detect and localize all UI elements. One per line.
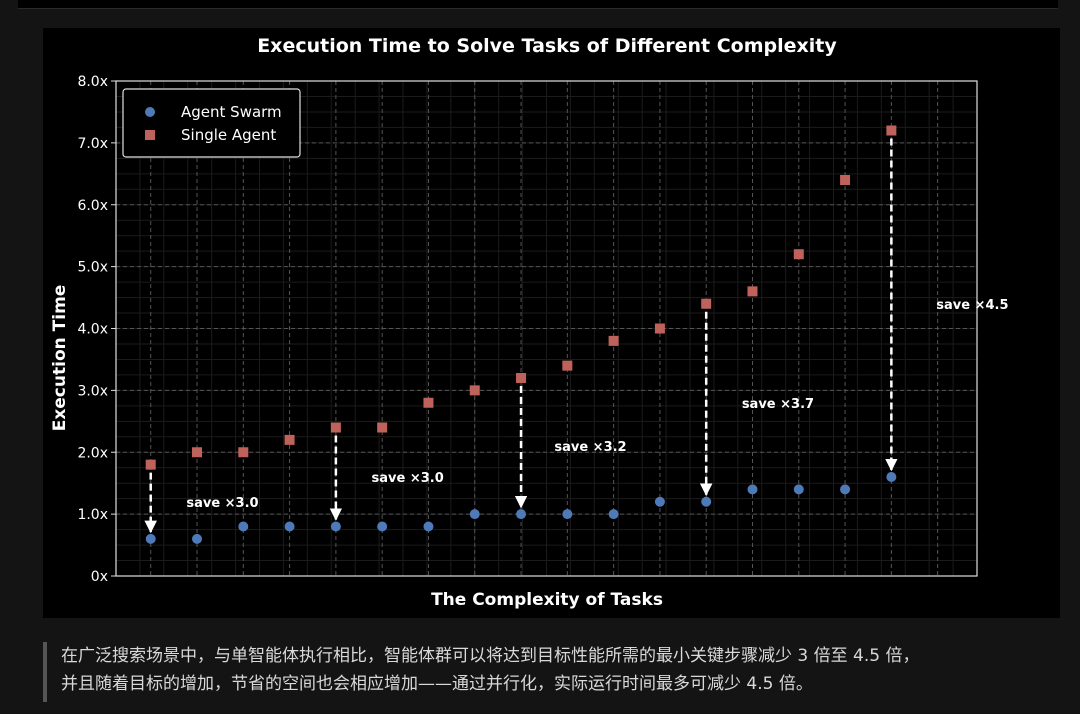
agent-swarm-point bbox=[423, 521, 434, 532]
caption-line-1: 在广泛搜索场景中，与单智能体执行相比，智能体群可以将达到目标性能所需的最小关键步… bbox=[61, 646, 920, 666]
caption-block: 在广泛搜索场景中，与单智能体执行相比，智能体群可以将达到目标性能所需的最小关键步… bbox=[43, 642, 1053, 702]
single-agent-point bbox=[747, 286, 758, 297]
agent-swarm-point bbox=[238, 521, 249, 532]
agent-swarm-point bbox=[469, 509, 480, 520]
agent-swarm-point bbox=[608, 509, 619, 520]
top-frame-bar bbox=[18, 0, 1058, 9]
single-agent-point bbox=[562, 360, 573, 371]
agent-swarm-point bbox=[886, 472, 897, 482]
single-agent-point bbox=[423, 397, 434, 408]
legend-square-marker bbox=[145, 130, 155, 140]
y-tick-label: 5.0x bbox=[77, 260, 108, 276]
legend-box bbox=[122, 88, 301, 158]
agent-swarm-point bbox=[701, 496, 712, 507]
y-tick-label: 3.0x bbox=[77, 383, 108, 399]
single-agent-point bbox=[192, 447, 203, 458]
save-annotation-label: save ×3.2 bbox=[554, 440, 626, 455]
agent-swarm-point bbox=[192, 533, 203, 544]
agent-swarm-point bbox=[840, 484, 851, 495]
agent-swarm-point bbox=[377, 521, 388, 532]
chart-title: Execution Time to Solve Tasks of Differe… bbox=[257, 35, 837, 57]
save-annotation-label: save ×3.7 bbox=[742, 397, 814, 412]
y-tick-label: 4.0x bbox=[77, 322, 108, 338]
y-tick-label: 1.0x bbox=[77, 507, 108, 523]
single-agent-point bbox=[377, 422, 388, 433]
agent-swarm-point bbox=[654, 496, 665, 507]
agent-swarm-point bbox=[793, 484, 804, 495]
single-agent-point bbox=[701, 298, 712, 309]
agent-swarm-point bbox=[330, 521, 341, 532]
y-tick-label: 6.0x bbox=[77, 198, 108, 214]
single-agent-point bbox=[793, 249, 804, 260]
plot-area: 0x 1.0x 2.0x 3.0x 4.0x 5.0x 6.0x 7.0x 8.0x save ×… bbox=[77, 74, 1008, 585]
y-tick-label: 8.0x bbox=[77, 74, 108, 90]
y-tick-label: 7.0x bbox=[77, 136, 108, 152]
single-agent-point bbox=[238, 447, 249, 458]
single-agent-point bbox=[330, 422, 341, 433]
legend-label: Agent Swarm bbox=[181, 103, 282, 121]
single-agent-point bbox=[840, 175, 851, 185]
save-annotation-label: save ×4.5 bbox=[936, 298, 1008, 313]
legend-circle-marker bbox=[145, 107, 155, 117]
single-agent-point bbox=[516, 373, 527, 383]
agent-swarm-point bbox=[562, 509, 573, 520]
agent-swarm-point bbox=[145, 533, 156, 544]
single-agent-point bbox=[145, 459, 156, 470]
save-annotation-label: save ×3.0 bbox=[372, 471, 444, 486]
agent-swarm-point bbox=[284, 521, 295, 532]
chart-figure: Execution Time to Solve Tasks of Differe… bbox=[43, 28, 1060, 618]
agent-swarm-point bbox=[747, 484, 758, 495]
legend-label: Single Agent bbox=[181, 126, 276, 144]
caption-line-2: 并且随着目标的增加，节省的空间也会相应增加——通过并行化，实际运行时间最多可减少… bbox=[61, 674, 813, 694]
single-agent-point bbox=[608, 335, 619, 346]
scatter-chart: Execution Time to Solve Tasks of Differe… bbox=[50, 35, 1008, 610]
x-axis-label: The Complexity of Tasks bbox=[431, 590, 663, 610]
plot-frame bbox=[115, 80, 978, 577]
y-tick-label: 2.0x bbox=[77, 445, 108, 461]
single-agent-point bbox=[654, 323, 665, 334]
single-agent-point bbox=[284, 434, 295, 445]
y-axis-label: Execution Time bbox=[50, 285, 70, 432]
save-annotation-label: save ×3.0 bbox=[186, 496, 258, 511]
agent-swarm-point bbox=[516, 509, 527, 520]
single-agent-point bbox=[469, 385, 480, 396]
single-agent-point bbox=[886, 125, 897, 136]
y-tick-label: 0x bbox=[91, 569, 108, 585]
